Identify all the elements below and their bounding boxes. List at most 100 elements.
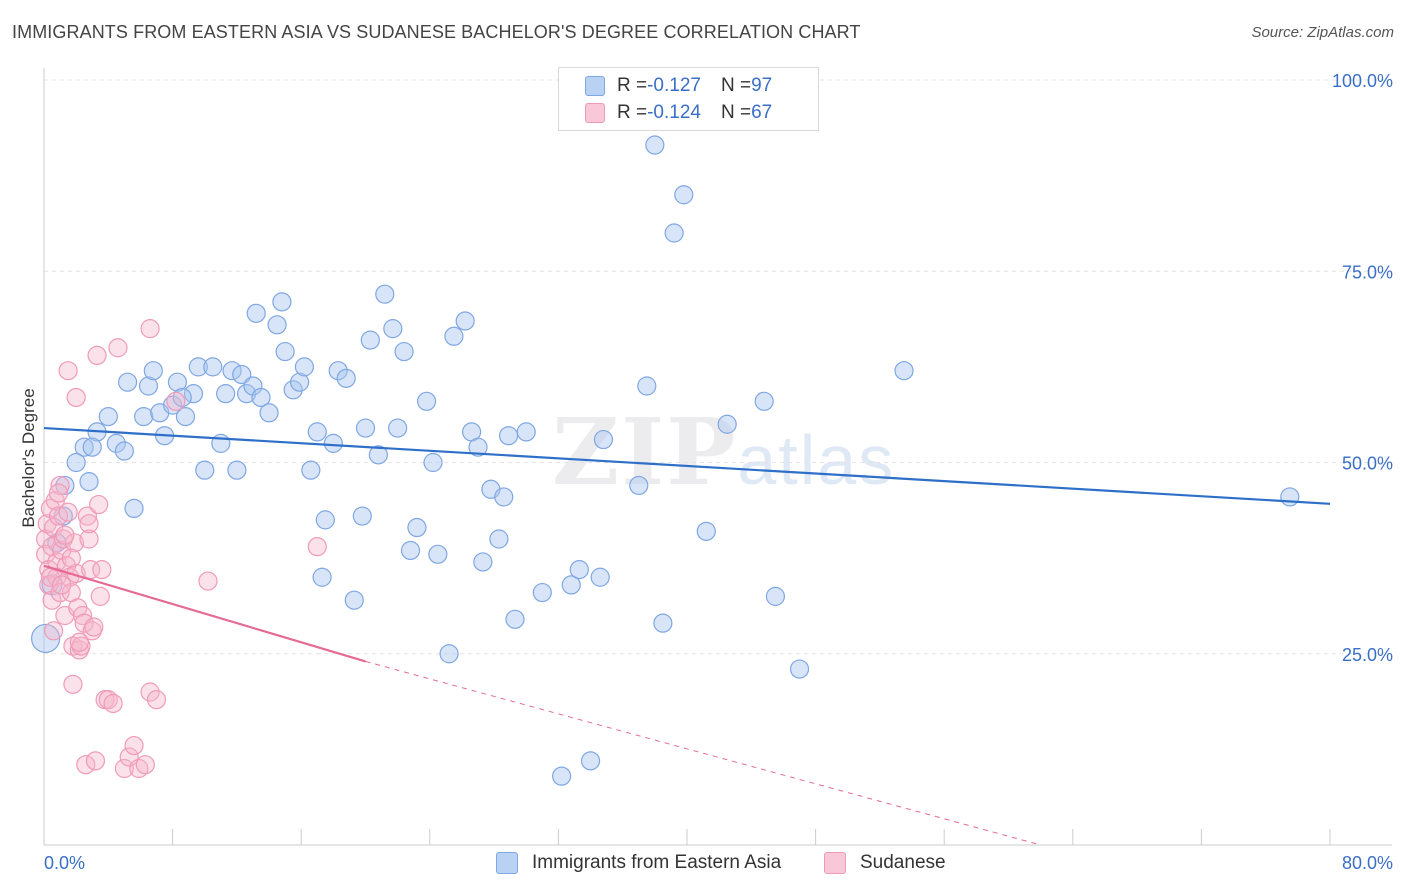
- legend-n-label: N =: [720, 75, 752, 96]
- source-label: Source: ZipAtlas.com: [1251, 24, 1394, 41]
- point-eastern-asia: [66, 452, 86, 473]
- point-eastern-asia: [375, 284, 395, 304]
- point-sudanese: [55, 525, 75, 545]
- point-eastern-asia: [400, 540, 421, 561]
- point-eastern-asia: [117, 372, 138, 392]
- point-eastern-asia: [114, 441, 134, 461]
- point-sudanese: [166, 391, 186, 411]
- point-sudanese: [108, 338, 128, 358]
- point-eastern-asia: [138, 376, 159, 396]
- point-eastern-asia: [489, 529, 509, 549]
- x-tick-label-max: 80.0%: [1342, 853, 1393, 873]
- point-eastern-asia: [134, 407, 154, 427]
- point-sudanese: [77, 506, 98, 526]
- point-sudanese: [58, 502, 78, 522]
- point-sudanese: [50, 475, 70, 496]
- series-legend-eastern-asia: Immigrants from Eastern Asia: [496, 852, 781, 874]
- point-sudanese: [87, 345, 107, 365]
- series-legend-swatch-sudanese: [824, 852, 846, 874]
- point-eastern-asia: [328, 361, 348, 381]
- point-eastern-asia: [765, 586, 786, 606]
- point-eastern-asia: [167, 372, 188, 392]
- point-sudanese: [198, 571, 218, 591]
- series-legend-sudanese: Sudanese: [824, 852, 946, 874]
- x-tick-label-min: 0.0%: [44, 853, 85, 873]
- point-sudanese: [140, 319, 160, 339]
- point-eastern-asia: [444, 326, 464, 346]
- trendline-sudanese: [43, 564, 366, 663]
- point-eastern-asia: [267, 315, 287, 335]
- point-sudanese: [44, 621, 64, 641]
- point-sudanese: [61, 548, 81, 568]
- point-sudanese: [114, 758, 134, 779]
- y-axis-label: Bachelor's Degree: [19, 388, 38, 527]
- legend-n-label: N =: [720, 102, 752, 123]
- watermark-zip: ZIP: [552, 398, 738, 506]
- trendline-eastern-asia: [43, 426, 1331, 505]
- point-sudanese: [72, 605, 93, 626]
- point-sudanese: [42, 537, 62, 557]
- point-eastern-asia: [664, 223, 684, 243]
- point-eastern-asia: [569, 559, 589, 580]
- legend-row-sudanese: R = -0.124 N = 67: [585, 100, 772, 126]
- y-tick-label: 75.0%: [1342, 262, 1393, 282]
- point-eastern-asia: [98, 407, 118, 427]
- point-sudanese: [64, 533, 85, 553]
- point-eastern-asia: [590, 567, 610, 587]
- point-sudanese: [79, 529, 99, 549]
- point-eastern-asia: [183, 384, 204, 404]
- point-eastern-asia: [696, 521, 716, 541]
- point-eastern-asia: [336, 368, 356, 388]
- point-eastern-asia: [516, 422, 536, 442]
- y-tick-label: 25.0%: [1342, 645, 1393, 665]
- point-sudanese: [124, 735, 144, 756]
- point-eastern-asia: [195, 460, 215, 480]
- point-eastern-asia: [674, 185, 694, 205]
- point-eastern-asia: [301, 460, 321, 480]
- point-eastern-asia: [236, 384, 257, 404]
- point-eastern-asia: [79, 472, 99, 492]
- point-eastern-asia: [368, 445, 388, 465]
- point-eastern-asia: [315, 510, 335, 530]
- point-sudanese: [92, 559, 112, 580]
- point-eastern-asia: [323, 433, 343, 453]
- y-tick-label: 50.0%: [1342, 454, 1393, 474]
- point-eastern-asia: [717, 414, 737, 434]
- point-sudanese: [79, 514, 99, 534]
- point-sudanese: [36, 544, 56, 564]
- point-eastern-asia: [494, 487, 514, 507]
- point-eastern-asia: [637, 376, 657, 396]
- point-eastern-asia: [498, 426, 519, 446]
- point-eastern-asia: [629, 475, 649, 496]
- point-eastern-asia: [505, 609, 525, 629]
- y-tick-label: 100.0%: [1332, 71, 1393, 91]
- point-eastern-asia: [243, 376, 263, 396]
- point-sudanese: [58, 361, 78, 381]
- point-eastern-asia: [289, 372, 310, 392]
- point-sudanese: [307, 537, 327, 557]
- point-sudanese: [42, 590, 62, 610]
- point-sudanese: [90, 586, 110, 606]
- point-sudanese: [103, 693, 123, 714]
- series-legend-label-eastern-asia: Immigrants from Eastern Asia: [532, 852, 782, 873]
- point-eastern-asia: [383, 319, 403, 339]
- point-eastern-asia: [428, 544, 448, 564]
- point-eastern-asia: [294, 357, 315, 377]
- point-eastern-asia: [203, 357, 223, 377]
- point-eastern-asia: [552, 766, 572, 786]
- point-eastern-asia: [272, 292, 292, 312]
- point-sudanese: [48, 483, 69, 503]
- point-eastern-asia: [355, 418, 376, 438]
- point-eastern-asia: [31, 623, 61, 654]
- point-eastern-asia: [275, 341, 295, 362]
- point-eastern-asia: [216, 384, 236, 404]
- point-eastern-asia: [394, 341, 414, 362]
- point-eastern-asia: [188, 357, 208, 377]
- point-eastern-asia: [653, 613, 673, 633]
- point-eastern-asia: [789, 659, 810, 679]
- legend-n-value: 67: [751, 102, 773, 123]
- point-eastern-asia: [74, 437, 94, 457]
- legend-r-value: -0.127: [647, 75, 701, 96]
- point-eastern-asia: [407, 517, 427, 538]
- point-eastern-asia: [754, 391, 774, 411]
